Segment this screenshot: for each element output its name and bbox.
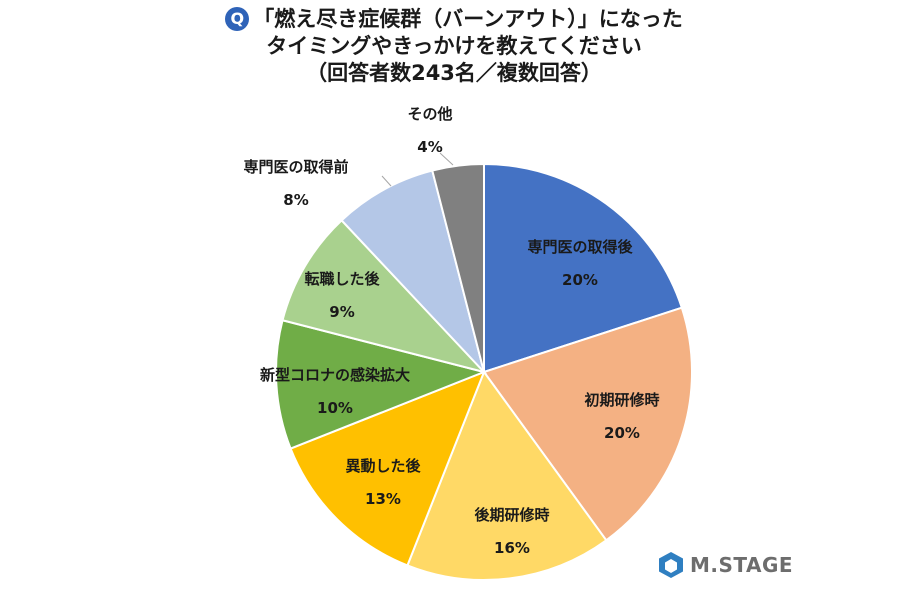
slice-7-value-label: 8%	[283, 191, 308, 209]
pie-slices	[275, 162, 693, 581]
leader-lines	[381, 152, 454, 187]
q-badge-icon: Q	[225, 7, 250, 31]
slice-2-value-label: 20%	[604, 424, 640, 442]
title-line-1: Q 「燃え尽き症候群（バーンアウト）」になった	[0, 6, 908, 33]
slice-3-label: 後期研修時	[473, 506, 549, 524]
slice-5-label: 新型コロナの感染拡大	[260, 366, 410, 384]
slice-8-leader-line	[439, 152, 454, 166]
slice-3-value-label: 16%	[494, 539, 530, 557]
slice-7-label: 専門医の取得前	[243, 158, 348, 176]
slice-6-value-label: 9%	[329, 303, 354, 321]
slice-1-label: 専門医の取得後	[527, 238, 633, 256]
chart-title: Q 「燃え尽き症候群（バーンアウト）」になった タイミングやきっかけを教えてくださ…	[0, 6, 908, 87]
slice-4	[289, 370, 486, 567]
slice-2-label: 初期研修時	[584, 391, 659, 409]
logo-text: M.STAGE	[690, 553, 794, 577]
slice-5	[275, 319, 488, 450]
hexagon-logo-icon	[659, 552, 683, 578]
slice-6-label: 転職した後	[304, 270, 380, 288]
slice-8	[431, 162, 485, 373]
slice-6	[281, 218, 488, 374]
slice-8-value-label: 4%	[417, 138, 442, 156]
mstage-logo: M.STAGE	[658, 550, 793, 580]
title-line-3: （回答者数243名／複数回答）	[306, 61, 602, 85]
slice-1-value-label: 20%	[562, 271, 598, 289]
title-line-2: タイミングやきっかけを教えてください	[266, 34, 642, 58]
title-text-1: 「燃え尽き症候群（バーンアウト）」になった	[253, 7, 683, 31]
slice-1	[483, 162, 684, 374]
slice-3	[406, 369, 608, 581]
slice-4-label: 異動した後	[345, 457, 421, 475]
slice-7-leader-line	[381, 175, 392, 187]
slice-7	[340, 169, 485, 373]
slice-labels: 専門医の取得後 20% 初期研修時 20% 後期研修時 16% 異動した後 13% 新型コロナの…	[243, 105, 659, 557]
slice-4-value-label: 13%	[365, 490, 401, 508]
slice-8-label: その他	[407, 105, 452, 123]
slice-2	[482, 306, 693, 542]
slice-5-value-label: 10%	[317, 399, 353, 417]
